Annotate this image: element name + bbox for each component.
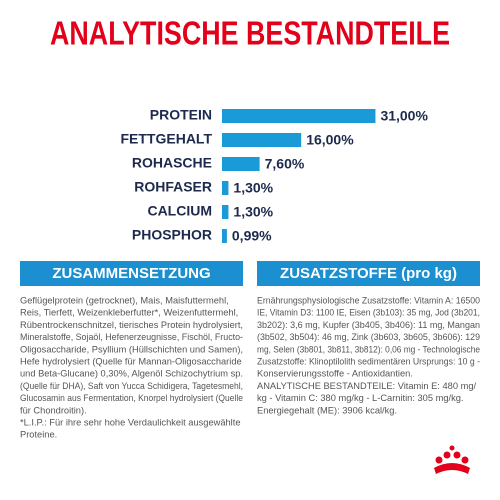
section-text: ANALYTISCHE BESTANDTEILE: Vitamin E: 480… [257,381,476,391]
section-title: ZUSATZSTOFFE (pro kg) [280,265,457,282]
section-text: Reis, Tierfett, Weizenkleberfutter*, Wei… [20,308,238,318]
section-header-box [257,261,480,286]
bar [222,109,376,123]
section-text: 3b202): 3,6 mg, Kupfer (3b405, 3b406): 1… [257,320,480,330]
section-text: mg, Selen (3b801, 3b811, 3b812): 0,06 mg… [257,344,480,354]
category-label: ROHFASER [134,179,212,195]
section-text: Energiegehalt (ME): 3906 kcal/kg. [257,405,397,415]
bar [222,133,302,147]
section-header-box [20,261,243,286]
section-text: Konservierungsstoffe - Antioxidantien. [257,369,413,379]
bar [222,205,229,219]
value-label: 16,00% [306,132,354,148]
section-text: für Chondroitin). [20,405,87,415]
section-text: Hefe hydrolysiert (Quelle für Mannan-Oli… [20,356,242,366]
section-text: Proteine. [20,430,57,440]
category-label: FETTGEHALT [120,131,212,147]
bar [222,229,227,243]
value-label: 1,30% [233,180,273,196]
value-label: 1,30% [233,204,273,220]
category-label: PHOSPHOR [132,227,212,243]
category-label: ROHASCHE [132,155,212,171]
logo [434,445,470,474]
section-text: *L.I.P.: Für ihre sehr hohe Verdaulichke… [20,417,241,427]
section-text: (3b502, 3b504): 46 mg, Zink (3b603, 3b60… [257,332,480,342]
section-text: Rübentrockenschnitzel, tierisches Protei… [20,320,243,330]
section-title: ZUSAMMENSETZUNG [52,265,210,282]
section-text: (Quelle für DHA), Saft von Yucca Schidig… [20,381,243,391]
category-label: PROTEIN [150,107,212,123]
section-text: Mineralstoffe, Sojaöl, Hefenerzeugnisse,… [20,332,243,342]
value-label: 7,60% [265,156,305,172]
chart-title: ANALYTISCHE BESTANDTEILE [50,15,450,52]
section-text: Geflügelprotein (getrocknet), Mais, Mais… [20,295,229,305]
bar [222,181,229,195]
section-text: Ernährungsphysiologische Zusatzstoffe: V… [257,295,480,305]
section-text: Zusatzstoffe: Klinoptilolith sedimentäre… [257,356,480,366]
category-label: CALCIUM [147,203,212,219]
bar [222,157,260,171]
section-text: Glucosamin aus Fermentation, Knorpel hyd… [20,393,243,403]
value-label: 0,99% [232,228,272,244]
section-text: kg - Vitamin C: 380 mg/kg - L-Carnitin: … [257,393,464,403]
section-text: Oligosaccharide, Psyllium (Hüllschichten… [20,344,243,354]
section-text: und Beta-Glucane) 0,30%, Algenöl Schizoc… [20,369,243,379]
value-label: 31,00% [380,108,428,124]
section-text: IE, Vitamin D3: 1100 IE, Eisen (3b103): … [257,308,480,318]
